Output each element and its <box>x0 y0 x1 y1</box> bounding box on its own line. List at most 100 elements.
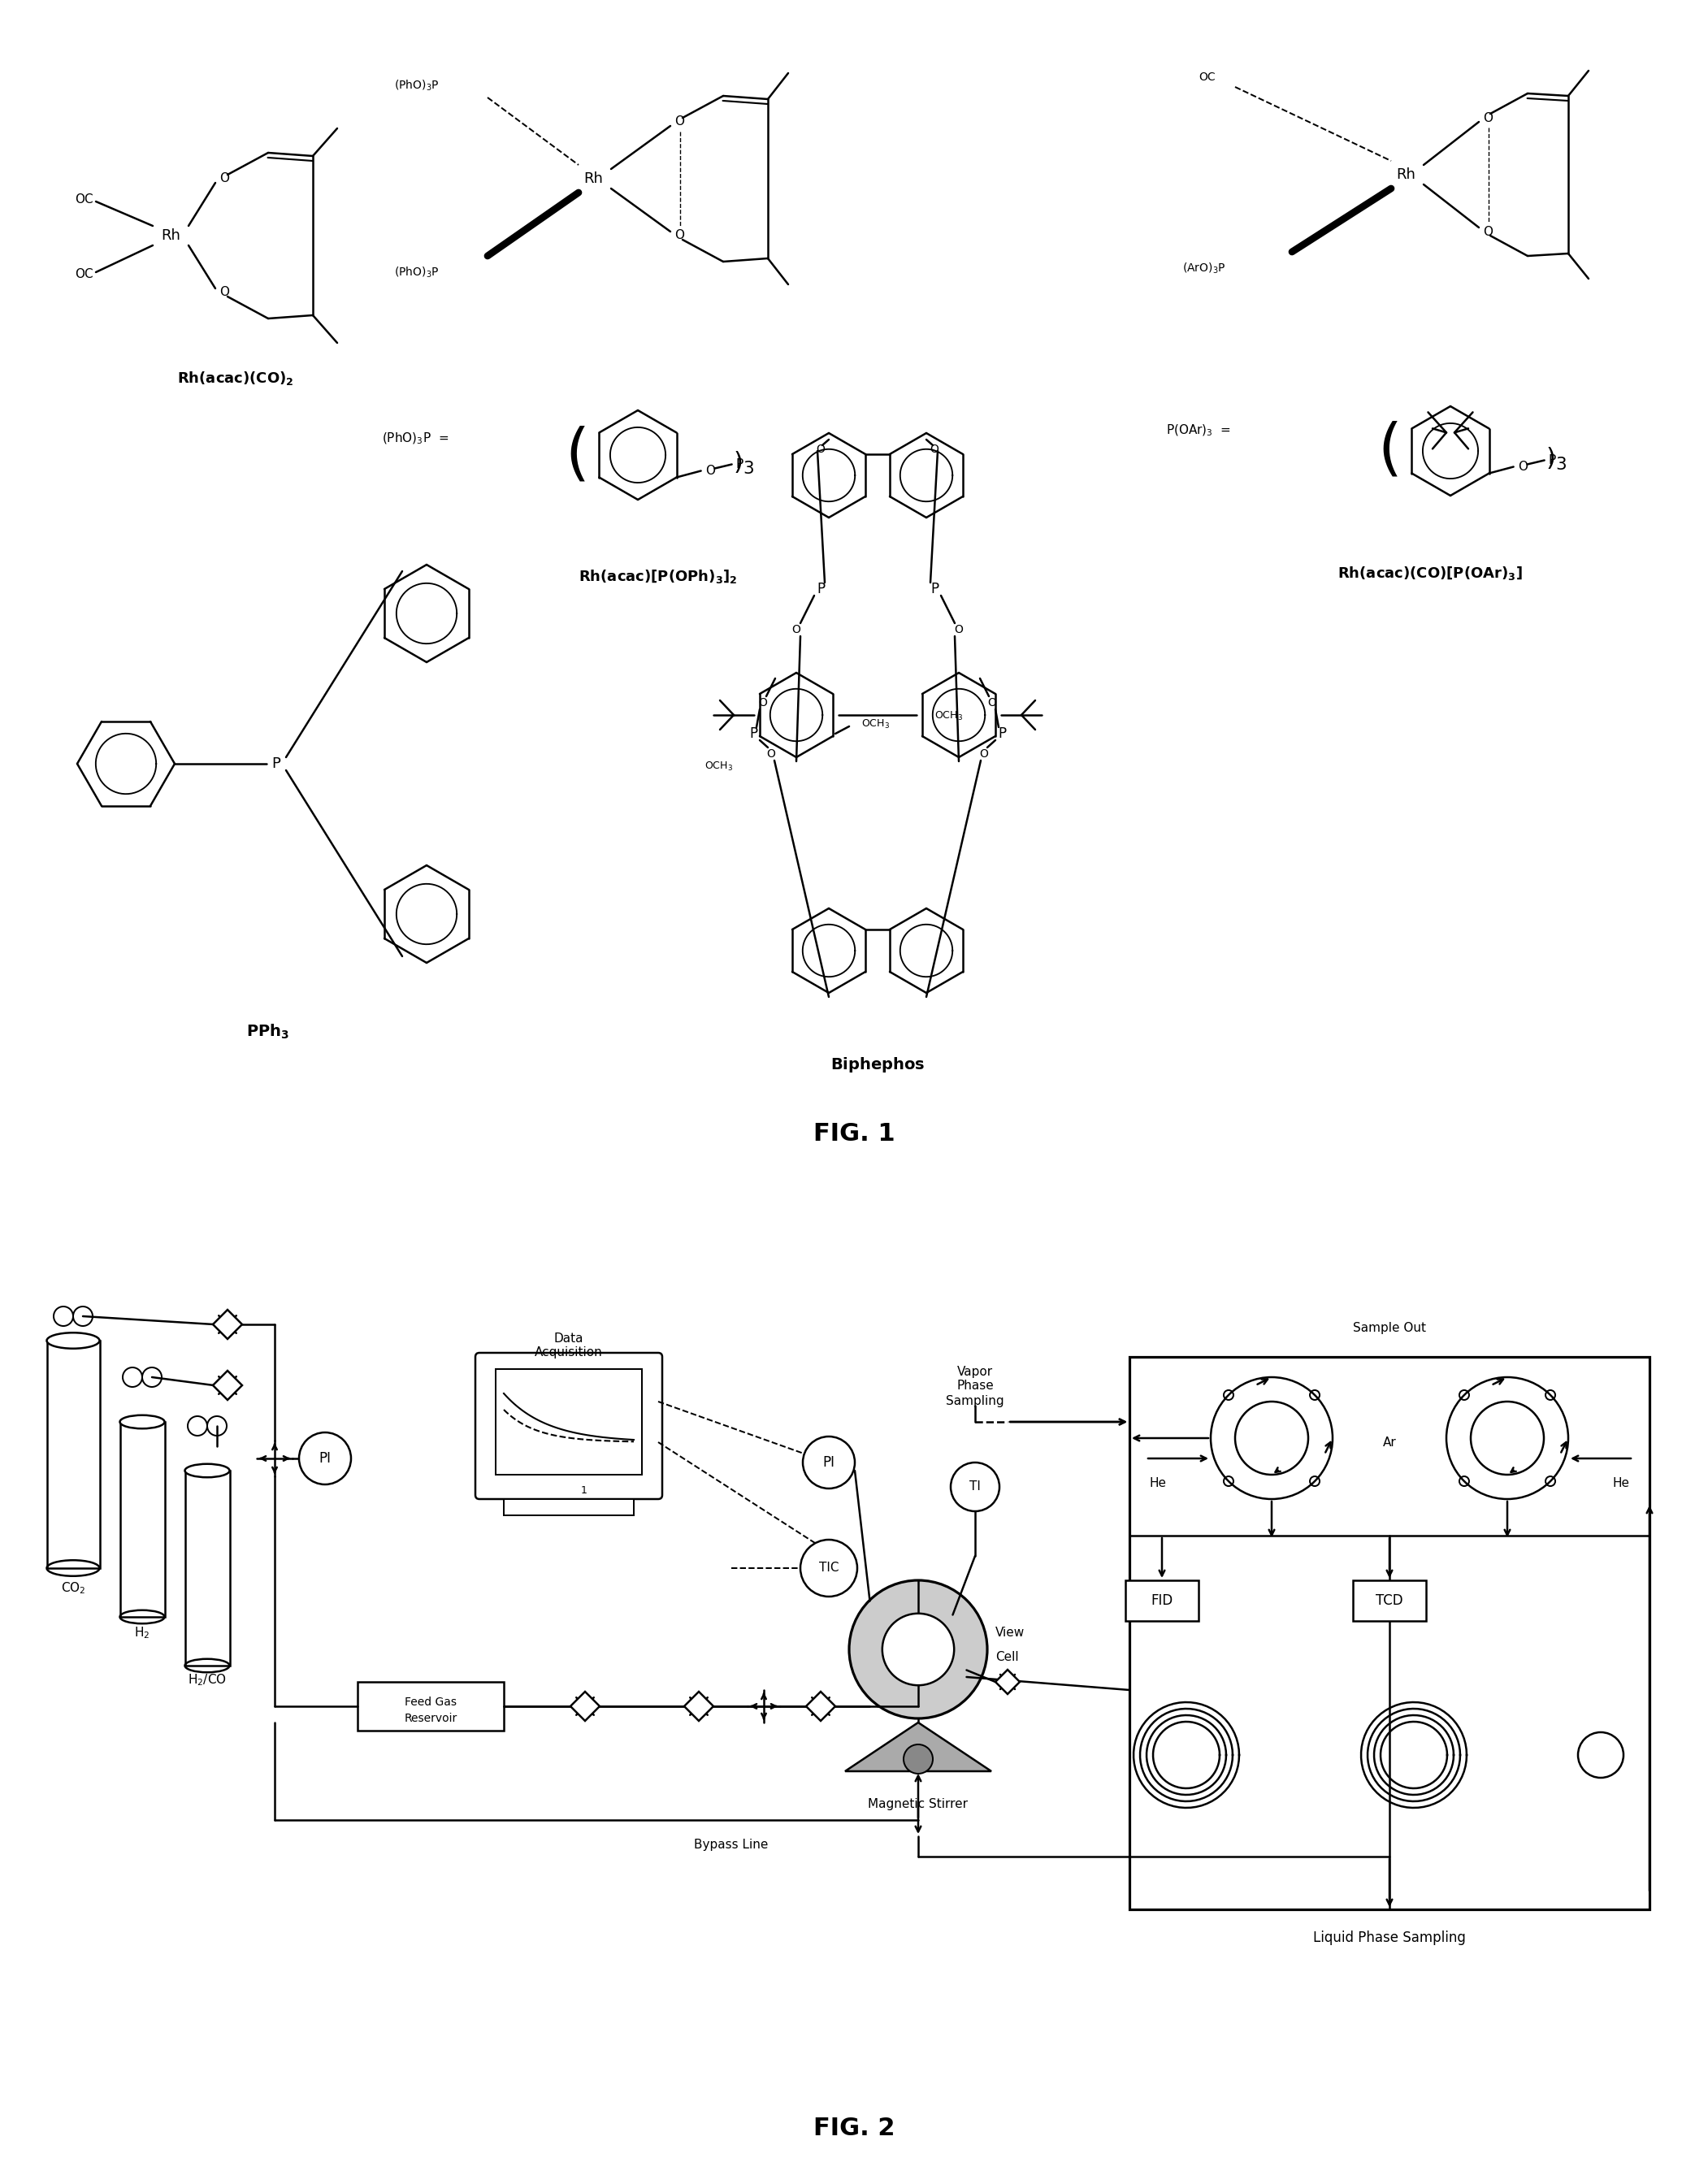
Bar <box>46 1342 99 1567</box>
Text: P: P <box>272 756 280 771</box>
Ellipse shape <box>184 1463 229 1476</box>
Text: (PhO)$_3$P  =: (PhO)$_3$P = <box>383 432 449 447</box>
Text: O: O <box>767 749 775 760</box>
Circle shape <box>904 1745 933 1774</box>
Text: He: He <box>1612 1476 1629 1489</box>
Text: O: O <box>219 174 229 185</box>
Bar <box>1353 1580 1426 1622</box>
Text: Feed Gas: Feed Gas <box>405 1696 456 1709</box>
Ellipse shape <box>46 1333 99 1348</box>
Text: Vapor: Vapor <box>956 1366 992 1379</box>
Circle shape <box>801 1539 857 1596</box>
Text: O: O <box>793 623 801 636</box>
Text: He: He <box>1149 1476 1167 1489</box>
Circle shape <box>951 1463 999 1511</box>
Text: O: O <box>980 749 989 760</box>
Text: Acquisition: Acquisition <box>535 1346 603 1359</box>
Text: O: O <box>675 230 685 241</box>
Text: Bypass Line: Bypass Line <box>693 1839 769 1850</box>
Text: H$_2$: H$_2$ <box>135 1626 150 1641</box>
Text: FID: FID <box>1151 1594 1173 1609</box>
Text: O: O <box>931 443 939 456</box>
Text: (PhO)$_3$P: (PhO)$_3$P <box>395 78 439 93</box>
Text: Reservoir: Reservoir <box>405 1713 458 1724</box>
Polygon shape <box>570 1691 600 1722</box>
Bar <box>357 1683 504 1730</box>
Polygon shape <box>806 1691 835 1722</box>
Text: OCH$_3$: OCH$_3$ <box>861 719 890 729</box>
Text: (: ( <box>1377 421 1402 482</box>
Text: P: P <box>750 727 757 740</box>
Text: )$_3$: )$_3$ <box>733 449 755 475</box>
Bar <box>1129 1357 1650 1908</box>
Polygon shape <box>685 1691 714 1722</box>
Text: O: O <box>758 697 767 708</box>
Text: FIG. 1: FIG. 1 <box>813 1122 895 1146</box>
Text: P(OAr)$_3$  =: P(OAr)$_3$ = <box>1167 423 1231 439</box>
Text: Ar: Ar <box>1383 1435 1395 1448</box>
Text: PI: PI <box>319 1450 331 1465</box>
Text: TCD: TCD <box>1377 1594 1404 1609</box>
Text: O: O <box>987 697 996 708</box>
Text: OC: OC <box>75 269 94 280</box>
Polygon shape <box>214 1370 243 1400</box>
Text: P: P <box>931 582 939 597</box>
Text: $\mathbf{Rh(acac)(CO)_2}$: $\mathbf{Rh(acac)(CO)_2}$ <box>178 369 294 386</box>
Text: Rh: Rh <box>161 228 181 243</box>
FancyBboxPatch shape <box>475 1353 663 1498</box>
Text: $\mathbf{PPh_3}$: $\mathbf{PPh_3}$ <box>246 1023 290 1040</box>
Text: Rh: Rh <box>1395 167 1416 182</box>
Text: CO$_2$: CO$_2$ <box>61 1580 85 1596</box>
Text: $\mathbf{Rh(acac)(CO)[P(OAr)_3]}$: $\mathbf{Rh(acac)(CO)[P(OAr)_3]}$ <box>1337 564 1522 582</box>
Text: (PhO)$_3$P: (PhO)$_3$P <box>395 265 439 280</box>
Text: O: O <box>1483 111 1493 124</box>
Text: OC: OC <box>1199 72 1216 82</box>
Text: O: O <box>675 115 685 128</box>
Text: 1: 1 <box>581 1485 588 1496</box>
Text: OCH$_3$: OCH$_3$ <box>704 760 733 773</box>
Bar <box>120 1422 164 1617</box>
Text: P: P <box>736 458 743 471</box>
Circle shape <box>1578 1732 1624 1778</box>
Text: O: O <box>955 623 963 636</box>
Polygon shape <box>214 1309 243 1340</box>
Text: FIG. 2: FIG. 2 <box>813 2117 895 2141</box>
Bar <box>1126 1580 1199 1622</box>
Circle shape <box>849 1580 987 1719</box>
Text: H$_2$/CO: H$_2$/CO <box>188 1672 227 1687</box>
Text: (: ( <box>565 426 589 484</box>
Text: Magnetic Stirrer: Magnetic Stirrer <box>868 1798 968 1811</box>
Text: Sampling: Sampling <box>946 1394 1004 1407</box>
Text: O: O <box>705 465 714 478</box>
Text: O: O <box>1518 460 1527 473</box>
Polygon shape <box>996 1669 1020 1693</box>
Text: $\mathbf{Rh(acac)[P(OPh)_3]_2}$: $\mathbf{Rh(acac)[P(OPh)_3]_2}$ <box>579 569 738 586</box>
Text: View: View <box>996 1626 1025 1639</box>
Text: PI: PI <box>823 1455 835 1470</box>
Text: $\mathbf{Biphephos}$: $\mathbf{Biphephos}$ <box>830 1055 926 1075</box>
Text: )$_3$: )$_3$ <box>1546 445 1566 471</box>
Text: O: O <box>1483 226 1493 237</box>
Bar <box>504 1498 634 1515</box>
Text: TI: TI <box>970 1481 980 1494</box>
Text: Phase: Phase <box>956 1381 994 1392</box>
Circle shape <box>299 1433 352 1485</box>
Text: TIC: TIC <box>818 1561 839 1574</box>
Text: O: O <box>219 287 229 300</box>
Text: OCH$_3$: OCH$_3$ <box>934 710 963 723</box>
Polygon shape <box>845 1722 991 1772</box>
Text: P: P <box>1549 454 1556 467</box>
Text: P: P <box>816 582 825 597</box>
Text: Rh: Rh <box>584 172 603 187</box>
Text: O: O <box>816 443 825 456</box>
Ellipse shape <box>120 1415 164 1429</box>
Circle shape <box>803 1437 854 1489</box>
Circle shape <box>883 1613 955 1685</box>
Text: OC: OC <box>75 193 94 204</box>
Bar <box>495 1370 642 1474</box>
Text: Cell: Cell <box>996 1652 1018 1663</box>
Bar <box>184 1470 229 1665</box>
Text: P: P <box>997 727 1006 740</box>
Text: Liquid Phase Sampling: Liquid Phase Sampling <box>1313 1930 1465 1945</box>
Text: (ArO)$_3$P: (ArO)$_3$P <box>1182 261 1226 276</box>
